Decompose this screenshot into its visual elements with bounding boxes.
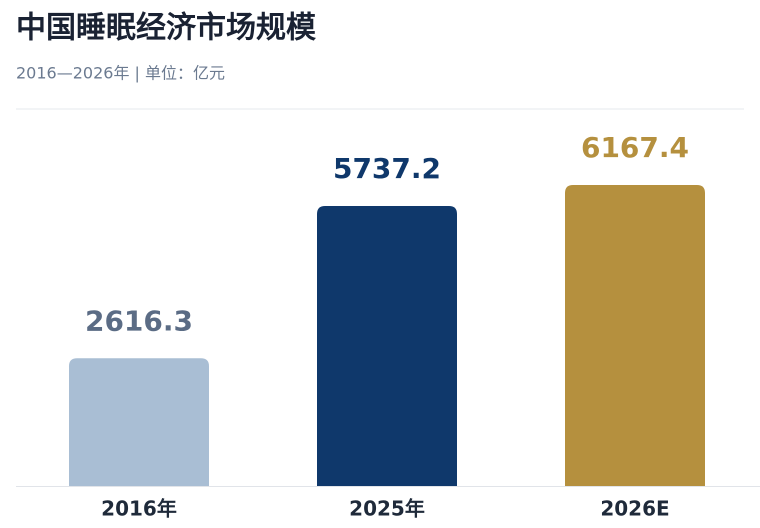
chart-title: 中国睡眠经济市场规模 (16, 11, 316, 46)
bar (69, 358, 209, 486)
x-tick-label: 2016年 (101, 497, 177, 521)
x-tick-label: 2025年 (349, 497, 425, 521)
x-tick-label: 2026E (600, 497, 669, 521)
value-label: 5737.2 (333, 152, 441, 185)
value-label: 2616.3 (85, 304, 193, 337)
value-label: 6167.4 (581, 131, 689, 164)
bar (565, 185, 705, 486)
bar (317, 205, 457, 486)
chart-subtitle: 2016—2026年 | 单位：亿元 (16, 64, 225, 83)
